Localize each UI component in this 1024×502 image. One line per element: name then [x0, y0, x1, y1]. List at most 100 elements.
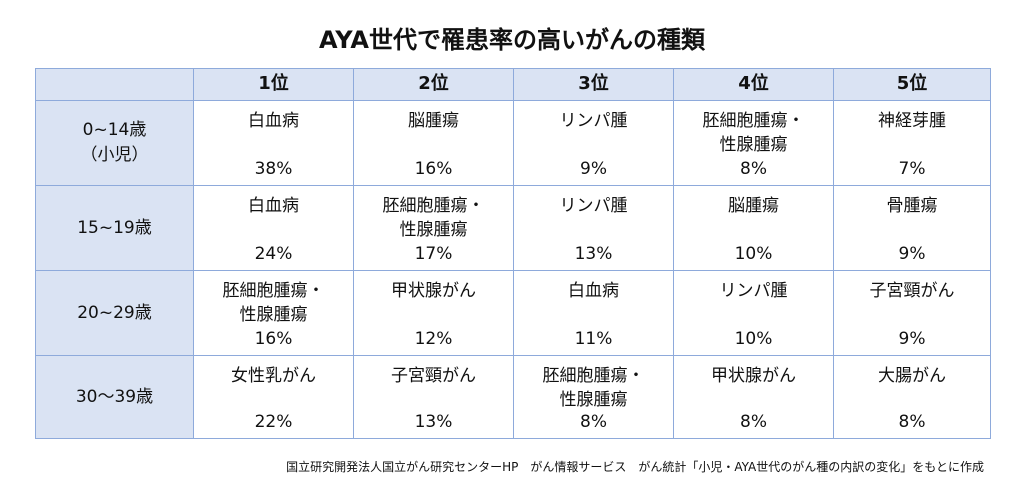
- percent: 9%: [834, 327, 990, 351]
- cancer-name-line: 脳腫瘍: [408, 111, 459, 131]
- cell: 子宮頸がん 13%: [353, 355, 514, 439]
- percent-text: 13%: [414, 412, 453, 432]
- percent: 16%: [194, 327, 353, 351]
- percent: 8%: [674, 410, 833, 434]
- cell: リンパ腫 13%: [513, 185, 674, 271]
- cell: リンパ腫 10%: [673, 270, 834, 356]
- cancer-name: 白血病: [194, 194, 353, 218]
- cancer-name-line: 胚細胞腫瘍・: [702, 111, 805, 131]
- cell: 胚細胞腫瘍・ 性腺腫瘍 8%: [513, 355, 674, 439]
- header-cell: 4位: [673, 68, 834, 101]
- row-label: 20~29歳: [35, 270, 194, 356]
- cancer-name: リンパ腫: [514, 194, 673, 218]
- row-label-line: （小児）: [80, 145, 149, 165]
- cell: 胚細胞腫瘍・ 性腺腫瘍 17%: [353, 185, 514, 271]
- cancer-name: 女性乳がん: [194, 364, 353, 388]
- cell: 脳腫瘍 10%: [673, 185, 834, 271]
- cell: 胚細胞腫瘍・ 性腺腫瘍 8%: [673, 100, 834, 186]
- cell: 白血病 24%: [193, 185, 354, 271]
- percent-text: 10%: [734, 244, 773, 264]
- cancer-name-line: リンパ腫: [559, 111, 628, 131]
- cancer-name: 白血病: [194, 109, 353, 133]
- percent: 12%: [354, 327, 513, 351]
- cancer-name-line: 性腺腫瘍: [239, 305, 308, 325]
- row-label-line: 15~19歳: [77, 217, 152, 238]
- cell: リンパ腫 9%: [513, 100, 674, 186]
- cancer-name: リンパ腫: [514, 109, 673, 133]
- row-label-line: 0~14歳: [82, 120, 147, 140]
- cancer-name-line: 白血病: [248, 196, 299, 216]
- cancer-name: 脳腫瘍: [354, 109, 513, 133]
- cell: 白血病 11%: [513, 270, 674, 356]
- header-text: 4位: [738, 73, 769, 94]
- cell: 神経芽腫 7%: [833, 100, 991, 186]
- cancer-name-line: 骨腫瘍: [886, 196, 938, 216]
- percent: 22%: [194, 410, 353, 434]
- percent: 13%: [514, 242, 673, 266]
- percent-text: 9%: [580, 159, 607, 179]
- percent-text: 12%: [414, 329, 453, 349]
- percent: 16%: [354, 157, 513, 181]
- percent: 10%: [674, 327, 833, 351]
- row-label-line: 30～39歳: [75, 386, 154, 407]
- cancer-name: 脳腫瘍: [674, 194, 833, 218]
- cancer-name: 胚細胞腫瘍・ 性腺腫瘍: [354, 194, 513, 242]
- cancer-name: 骨腫瘍: [834, 194, 990, 218]
- cell: 骨腫瘍 9%: [833, 185, 991, 271]
- percent-text: 22%: [254, 412, 293, 432]
- percent-text: 7%: [898, 159, 926, 179]
- percent-text: 8%: [898, 412, 926, 432]
- percent: 13%: [354, 410, 513, 434]
- cell: 女性乳がん 22%: [193, 355, 354, 439]
- percent-text: 8%: [740, 412, 767, 432]
- percent-text: 16%: [414, 159, 453, 179]
- cancer-name: 胚細胞腫瘍・ 性腺腫瘍: [514, 364, 673, 412]
- percent-text: 11%: [574, 329, 613, 349]
- header-text: 1位: [258, 73, 289, 94]
- percent: 24%: [194, 242, 353, 266]
- percent: 9%: [514, 157, 673, 181]
- header-cell: 2位: [353, 68, 514, 101]
- cancer-name-line: 子宮頸がん: [869, 281, 955, 301]
- cancer-name-line: 胚細胞腫瘍・: [222, 281, 325, 301]
- percent-text: 8%: [740, 159, 767, 179]
- cancer-name: 白血病: [514, 279, 673, 303]
- cancer-name: 胚細胞腫瘍・ 性腺腫瘍: [674, 109, 833, 157]
- row-label: 0~14歳 （小児）: [35, 100, 194, 186]
- cancer-name-line: 女性乳がん: [231, 366, 316, 386]
- percent: 17%: [354, 242, 513, 266]
- cell: 胚細胞腫瘍・ 性腺腫瘍 16%: [193, 270, 354, 356]
- percent-text: 10%: [734, 329, 773, 349]
- percent-text: 38%: [254, 159, 293, 179]
- cell: 甲状腺がん 12%: [353, 270, 514, 356]
- cell: 大腸がん 8%: [833, 355, 991, 439]
- cancer-name-line: 胚細胞腫瘍・: [542, 366, 645, 386]
- cancer-name-line: 神経芽腫: [878, 111, 946, 131]
- cancer-name: 甲状腺がん: [674, 364, 833, 388]
- cancer-name: 神経芽腫: [834, 109, 990, 133]
- header-corner: [35, 68, 194, 101]
- percent-text: 24%: [254, 244, 293, 264]
- cancer-name-line: 性腺腫瘍: [719, 135, 788, 155]
- cancer-name: 甲状腺がん: [354, 279, 513, 303]
- percent-text: 16%: [254, 329, 293, 349]
- cell: 子宮頸がん 9%: [833, 270, 991, 356]
- cell: 白血病 38%: [193, 100, 354, 186]
- cancer-name: 胚細胞腫瘍・ 性腺腫瘍: [194, 279, 353, 327]
- cancer-name-line: 性腺腫瘍: [559, 390, 628, 410]
- percent-text: 8%: [580, 412, 607, 432]
- percent-text: 13%: [574, 244, 613, 264]
- cancer-name: リンパ腫: [674, 279, 833, 303]
- percent: 9%: [834, 242, 990, 266]
- cancer-name: 子宮頸がん: [834, 279, 990, 303]
- cancer-name-line: 白血病: [568, 281, 619, 301]
- cancer-name-line: 白血病: [248, 111, 299, 131]
- header-cell: 1位: [193, 68, 354, 101]
- percent: 7%: [834, 157, 990, 181]
- percent: 11%: [514, 327, 673, 351]
- percent: 38%: [194, 157, 353, 181]
- title: AYA世代で罹患率の高いがんの種類: [319, 26, 705, 54]
- cancer-name: 大腸がん: [834, 364, 990, 388]
- cancer-name-line: 子宮頸がん: [391, 366, 476, 386]
